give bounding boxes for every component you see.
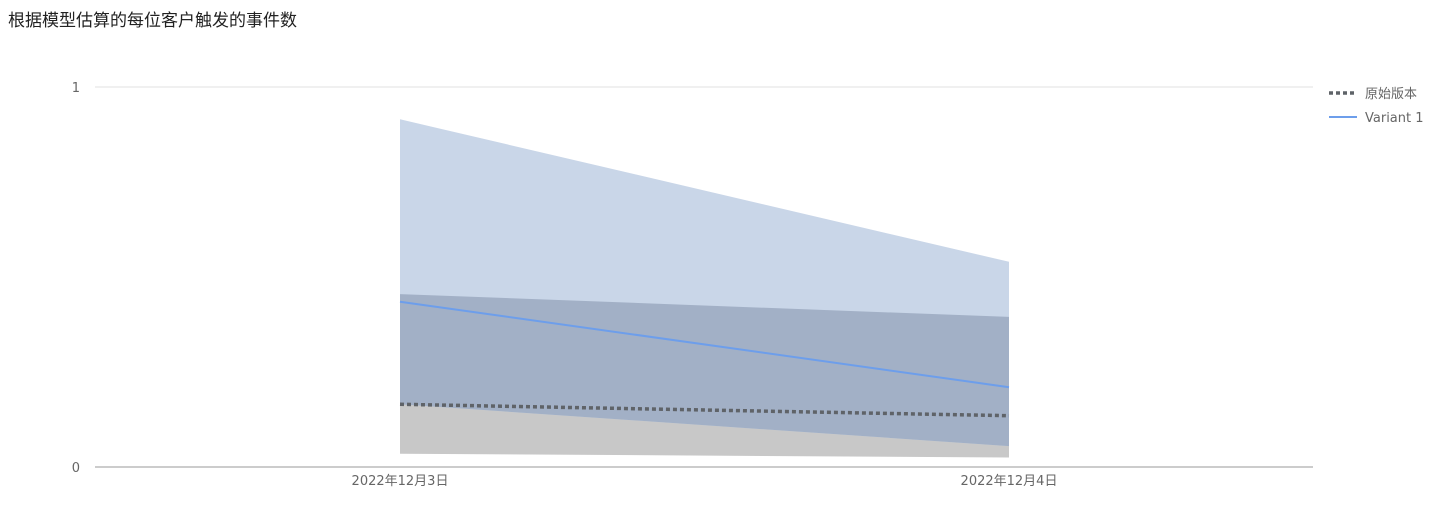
y-tick-label-1: 1 bbox=[72, 81, 80, 96]
axes: 0 1 2022年12月3日 2022年12月4日 bbox=[72, 81, 1313, 489]
legend: 原始版本 Variant 1 bbox=[1329, 87, 1424, 126]
series-lines bbox=[399, 300, 1010, 418]
x-tick-label-0: 2022年12月3日 bbox=[352, 474, 449, 489]
confidence-bands bbox=[400, 119, 1009, 458]
series-line-0 bbox=[399, 402, 1010, 418]
y-tick-label-0: 0 bbox=[72, 461, 80, 476]
legend-label-1: Variant 1 bbox=[1365, 111, 1424, 126]
chart-title: 根据模型估算的每位客户触发的事件数 bbox=[8, 11, 297, 31]
legend-label-0: 原始版本 bbox=[1365, 87, 1417, 102]
x-tick-label-1: 2022年12月4日 bbox=[961, 474, 1058, 489]
confidence-band-overlap bbox=[400, 294, 1009, 447]
series-line-1 bbox=[399, 300, 1010, 389]
